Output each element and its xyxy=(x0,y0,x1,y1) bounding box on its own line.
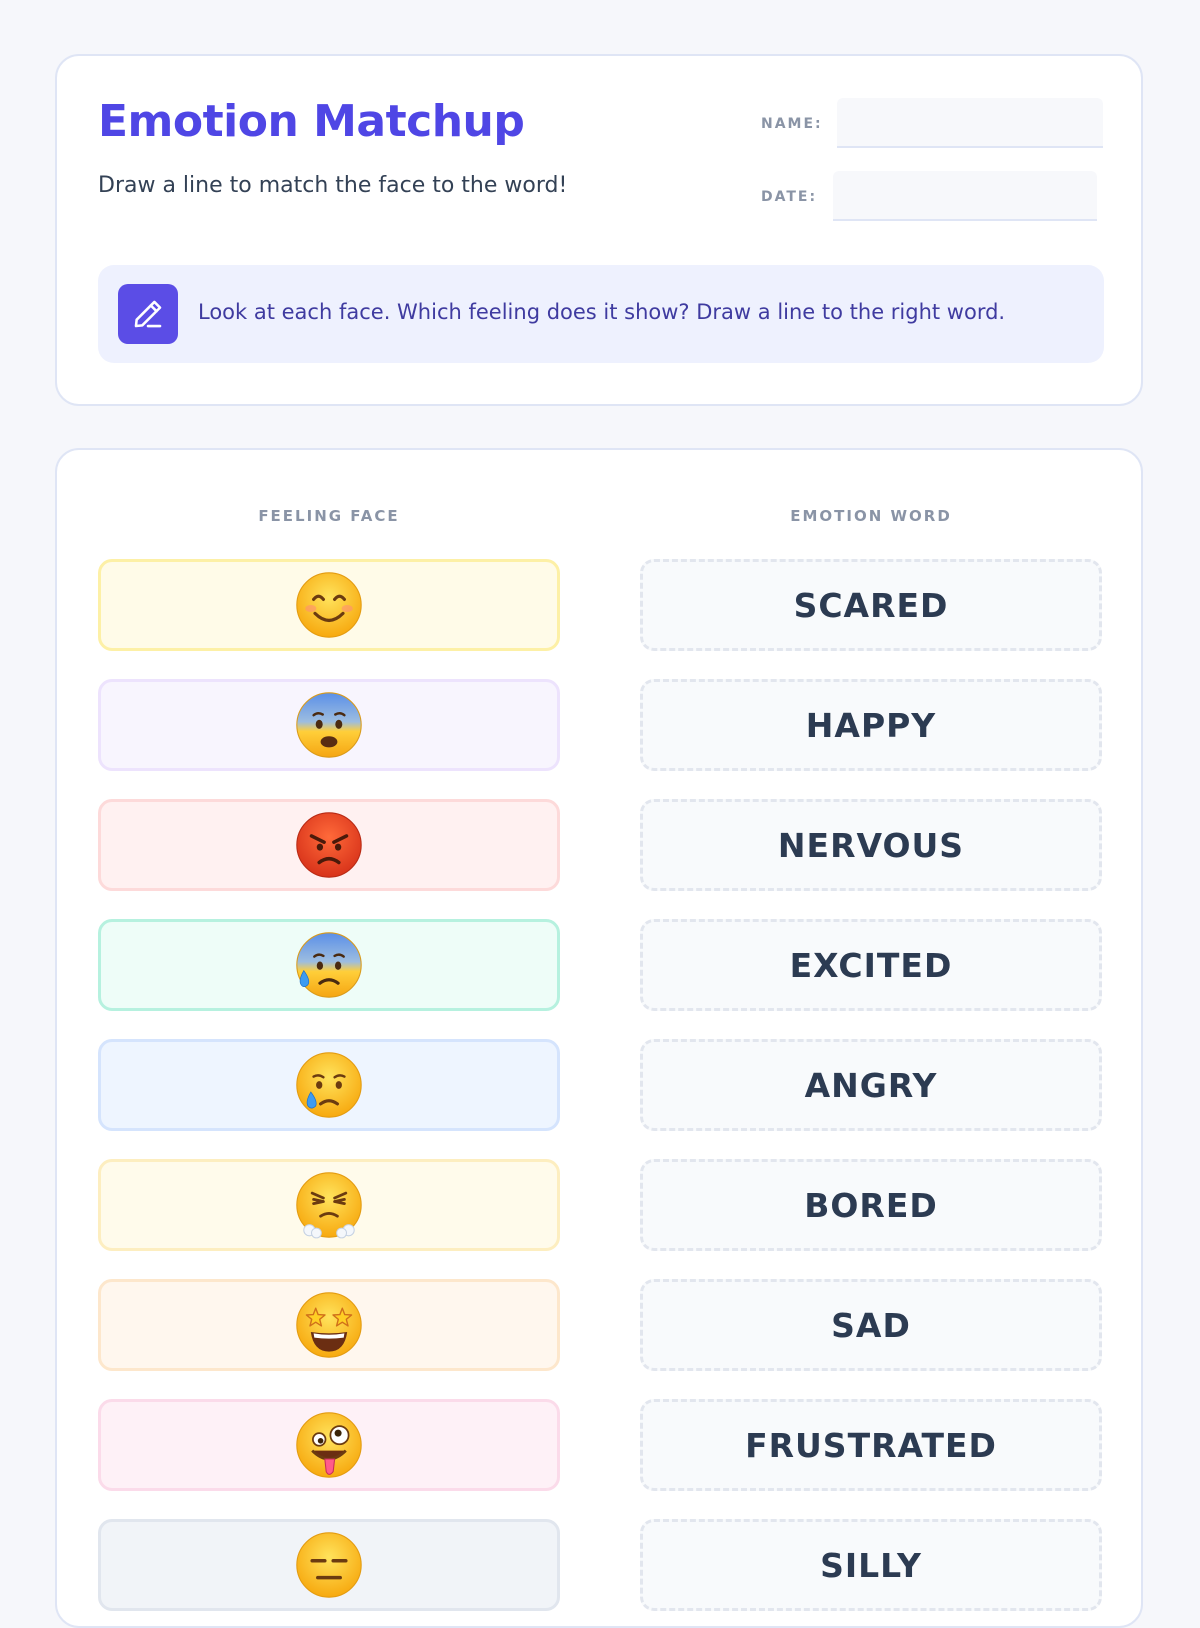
word-option-nervous[interactable]: NERVOUS xyxy=(640,799,1102,891)
face-option-face-with-steam-from-nose[interactable] xyxy=(98,1159,560,1251)
page-subtitle: Draw a line to match the face to the wor… xyxy=(98,173,568,198)
fearful-face-icon xyxy=(296,692,362,758)
angry-face-icon xyxy=(296,812,362,878)
word-option-frustrated[interactable]: FRUSTRATED xyxy=(640,1399,1102,1491)
name-label: NAME: xyxy=(761,116,823,132)
face-option-star-struck-face[interactable] xyxy=(98,1279,560,1371)
header-card: Emotion Matchup Draw a line to match the… xyxy=(55,54,1143,406)
word-option-angry[interactable]: ANGRY xyxy=(640,1039,1102,1131)
word-option-scared[interactable]: SCARED xyxy=(640,559,1102,651)
word-option-silly[interactable]: SILLY xyxy=(640,1519,1102,1611)
faces-column-header: FEELING FACE xyxy=(258,507,400,525)
page-title: Emotion Matchup xyxy=(98,96,525,147)
matching-card: FEELING FACE EMOTION WORD SCARED HAPPY NER… xyxy=(55,448,1143,1628)
star-struck-face-icon xyxy=(296,1292,362,1358)
face-option-smiling-face[interactable] xyxy=(98,559,560,651)
face-option-anxious-face-with-sweat[interactable] xyxy=(98,919,560,1011)
anxious-face-with-sweat-icon xyxy=(296,932,362,998)
word-option-bored[interactable]: BORED xyxy=(640,1159,1102,1251)
word-option-excited[interactable]: EXCITED xyxy=(640,919,1102,1011)
face-with-steam-from-nose-icon xyxy=(296,1172,362,1239)
face-option-zany-face[interactable] xyxy=(98,1399,560,1491)
date-label: DATE: xyxy=(761,189,818,205)
instruction-banner: Look at each face. Which feeling does it… xyxy=(98,265,1104,363)
crying-face-icon xyxy=(296,1052,362,1118)
face-option-crying-face[interactable] xyxy=(98,1039,560,1131)
pencil-icon xyxy=(118,284,178,344)
name-input[interactable] xyxy=(837,98,1103,148)
face-option-expressionless-face[interactable] xyxy=(98,1519,560,1611)
words-column-header: EMOTION WORD xyxy=(790,507,952,525)
face-option-angry-face[interactable] xyxy=(98,799,560,891)
zany-face-icon xyxy=(296,1412,362,1478)
expressionless-face-icon xyxy=(296,1532,362,1598)
word-option-happy[interactable]: HAPPY xyxy=(640,679,1102,771)
smiling-face-icon xyxy=(296,572,362,638)
word-option-sad[interactable]: SAD xyxy=(640,1279,1102,1371)
instruction-text: Look at each face. Which feeling does it… xyxy=(198,300,1006,324)
date-input[interactable] xyxy=(833,171,1097,221)
face-option-fearful-face[interactable] xyxy=(98,679,560,771)
